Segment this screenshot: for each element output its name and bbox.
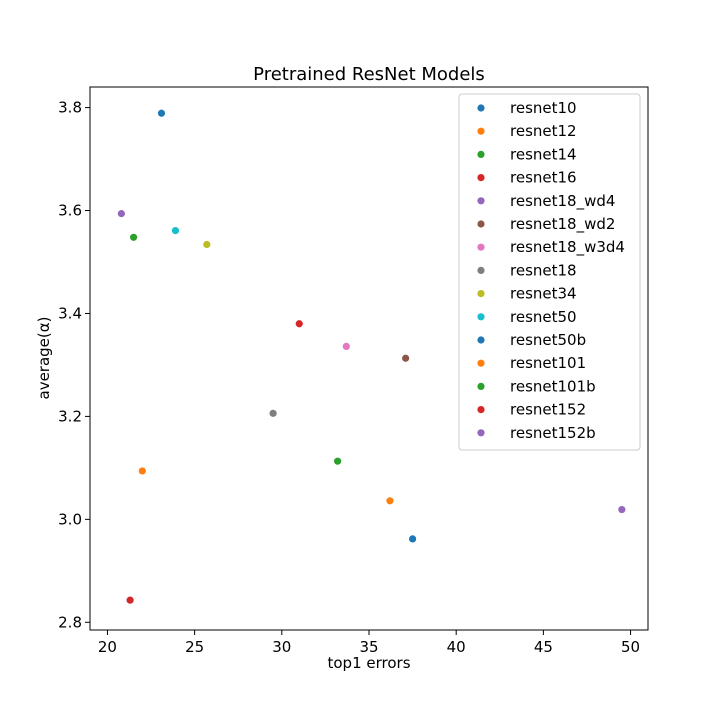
point-resnet50b: [408, 535, 417, 543]
y-tick-label: 3.0: [58, 510, 82, 528]
legend-entry: resnet152: [510, 401, 586, 419]
legend-marker: [477, 336, 485, 344]
legend-marker: [477, 266, 485, 274]
x-axis-ticks: 20 25 30 35 40 45 50: [98, 630, 640, 656]
y-tick-label: 3.4: [58, 304, 82, 322]
chart-title: Pretrained ResNet Models: [253, 64, 485, 85]
y-tick-label: 2.8: [58, 613, 82, 631]
point-resnet152: [295, 320, 303, 328]
legend-marker: [477, 359, 485, 367]
legend-entry: resnet50: [510, 308, 577, 326]
y-tick-label: 3.2: [58, 407, 82, 425]
legend-marker: [477, 429, 485, 437]
legend-entry: resnet18: [510, 261, 577, 279]
legend-marker: [477, 220, 485, 228]
legend-entry: resnet16: [510, 169, 577, 187]
x-tick-label: 30: [272, 638, 291, 656]
legend-entry: resnet14: [510, 145, 577, 163]
legend-marker: [477, 127, 485, 135]
legend-entry: resnet18_wd2: [510, 215, 615, 234]
x-tick-label: 25: [185, 638, 204, 656]
legend-entry: resnet12: [510, 122, 577, 140]
legend-marker: [477, 104, 485, 112]
legend-marker: [477, 290, 485, 298]
point-resnet18-wd2: [402, 354, 410, 362]
point-resnet14: [129, 233, 138, 241]
point-resnet101b: [334, 457, 342, 465]
point-resnet18-w3d4: [342, 342, 350, 351]
legend-marker: [477, 406, 485, 414]
x-tick-label: 35: [359, 638, 378, 656]
x-tick-label: 20: [98, 638, 117, 656]
point-resnet10: [157, 109, 166, 117]
y-tick-label: 3.8: [58, 99, 82, 117]
point-resnet50: [171, 226, 180, 235]
x-tick-label: 50: [621, 638, 640, 656]
point-resnet12: [138, 467, 146, 475]
legend-marker: [477, 197, 485, 205]
x-tick-label: 45: [534, 638, 553, 656]
point-resnet152b: [618, 505, 626, 514]
point-resnet101: [386, 497, 394, 505]
legend-entry: resnet18_w3d4: [510, 238, 625, 257]
point-resnet34: [203, 240, 211, 249]
legend-entry: resnet101: [510, 354, 586, 372]
point-resnet18-wd4: [117, 210, 125, 218]
legend-marker: [477, 243, 485, 251]
legend-entry: resnet10: [510, 99, 577, 117]
legend-marker: [477, 313, 485, 321]
y-axis-label: average(α): [35, 317, 53, 400]
legend-entry: resnet101b: [510, 377, 596, 395]
y-tick-label: 3.6: [58, 202, 82, 220]
point-resnet18: [269, 409, 277, 417]
legend-entry: resnet34: [510, 285, 577, 303]
legend-box: [458, 93, 641, 451]
x-axis-label: top1 errors: [327, 654, 410, 672]
legend: resnet10 resnet12 resnet14 resnet16 resnet18…: [458, 93, 641, 451]
legend-entry: resnet152b: [510, 424, 596, 442]
legend-marker: [477, 150, 485, 158]
point-resnet16: [126, 596, 134, 604]
y-axis-ticks: 2.8 3.0 3.2 3.4 3.6 3.8: [58, 99, 90, 631]
legend-entry: resnet50b: [510, 331, 586, 349]
legend-marker: [477, 382, 485, 390]
x-tick-label: 40: [447, 638, 466, 656]
data-points: [117, 109, 626, 604]
legend-entry: resnet18_wd4: [510, 192, 615, 211]
legend-marker: [477, 174, 485, 182]
